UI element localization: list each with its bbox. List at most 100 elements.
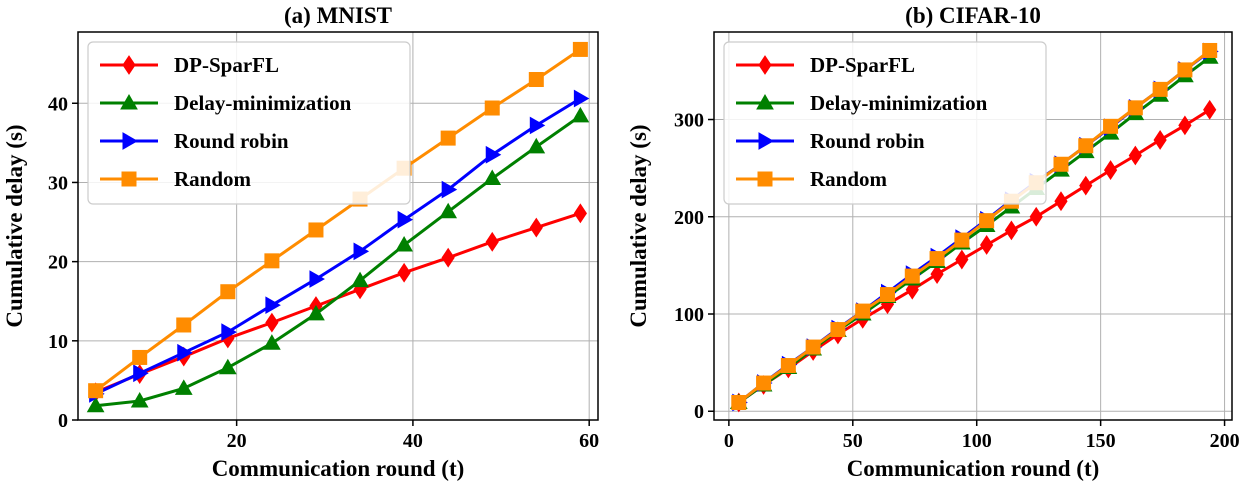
data-point [572, 41, 588, 57]
data-point [1127, 100, 1143, 116]
data-point [1103, 160, 1118, 180]
plot-frame [713, 31, 1233, 421]
data-point [930, 264, 944, 285]
data-point [805, 339, 821, 355]
data-point [527, 137, 546, 154]
data-point [309, 270, 325, 288]
data-point [485, 231, 499, 252]
data-point [1128, 145, 1142, 166]
legend-item-random: Random [736, 167, 888, 191]
data-point [221, 323, 237, 341]
y-tick-label: 0 [694, 401, 704, 423]
data-point [955, 249, 969, 270]
data-point [88, 383, 104, 399]
data-point [1054, 191, 1068, 212]
chart-title: (a) MNIST [284, 3, 392, 28]
y-tick-label: 10 [48, 331, 68, 353]
data-point [529, 116, 546, 135]
legend-label: Round robin [174, 129, 289, 153]
data-point [220, 284, 236, 300]
data-point [264, 253, 280, 269]
legend-label: DP-SparFL [810, 53, 915, 77]
data-point [441, 180, 458, 199]
x-tick-label: 200 [1210, 430, 1240, 452]
legend-marker [122, 132, 139, 150]
data-point [132, 349, 148, 365]
y-tick-label: 40 [48, 93, 68, 115]
y-axis-label: Cumulative delay (s) [2, 124, 27, 327]
legend-item-dp-sparfl: DP-SparFL [100, 53, 279, 77]
legend-item-dp-sparfl: DP-SparFL [736, 53, 915, 77]
legend-item-round-robin: Round robin [100, 129, 289, 153]
data-point [780, 358, 796, 374]
legend-box [87, 41, 411, 205]
x-tick-label: 50 [843, 430, 863, 452]
data-point [1053, 156, 1069, 172]
legend: DP-SparFL Delay-minimization Round robin Ra… [87, 41, 411, 205]
series-line-dp-sparfl [95, 211, 581, 394]
y-tick-label: 20 [48, 252, 68, 274]
legend-box [723, 41, 1047, 205]
data-point [351, 271, 369, 288]
data-point [571, 106, 590, 123]
series-line-round-robin [94, 97, 582, 396]
legend-label: Random [810, 167, 888, 191]
data-point [529, 217, 543, 238]
data-point [1103, 118, 1119, 134]
data-point [879, 287, 895, 303]
data-point [133, 364, 149, 383]
data-point [573, 203, 587, 224]
data-point [1029, 206, 1043, 227]
chart-cifar10: 0 50 100 150 200 0 100 200 300 (b) CIFAR-10 Commun… [626, 3, 1240, 481]
data-point [308, 222, 324, 238]
data-point [397, 262, 411, 283]
legend-marker [756, 93, 774, 110]
x-axis-label: Communication round (t) [847, 456, 1100, 481]
data-point [177, 343, 193, 362]
legend-marker [758, 55, 772, 75]
data-point [1202, 42, 1218, 58]
x-tick-label: 100 [962, 430, 992, 452]
x-tick-label: 150 [1086, 430, 1116, 452]
x-tick-label: 20 [227, 430, 247, 452]
plot-frame [77, 31, 599, 421]
series-random [731, 42, 1218, 410]
data-point [441, 247, 455, 268]
y-axis-label: Cumulative delay (s) [626, 124, 651, 327]
legend-marker [758, 132, 775, 150]
data-point [439, 202, 458, 219]
legend-item-delay-minimization: Delay-minimization [100, 91, 352, 115]
data-point [954, 232, 970, 248]
data-point [263, 334, 281, 350]
data-point [1203, 99, 1217, 120]
y-tick-label: 300 [674, 110, 704, 132]
data-point [265, 296, 281, 315]
data-point [174, 379, 193, 395]
data-point [1004, 220, 1019, 241]
legend-label: Delay-minimization [810, 91, 988, 115]
data-point [756, 375, 772, 391]
legend-marker [757, 171, 773, 187]
x-tick-label: 0 [724, 430, 734, 452]
x-tick-label: 40 [403, 430, 423, 452]
data-point [353, 242, 370, 261]
data-point [573, 89, 590, 108]
chart-title: (b) CIFAR-10 [905, 3, 1041, 28]
y-tick-label: 0 [58, 410, 68, 432]
y-tick-label: 30 [48, 172, 68, 194]
data-point [980, 235, 994, 255]
data-point [1153, 130, 1167, 150]
data-point [855, 303, 871, 319]
legend-item-delay-minimization: Delay-minimization [736, 91, 988, 115]
data-point [528, 72, 544, 88]
chart-mnist: 20 40 60 0 10 20 30 40 (a) MNIST Communication ro… [2, 3, 599, 481]
legend-marker [122, 55, 136, 75]
data-point [1177, 62, 1193, 78]
legend-label: DP-SparFL [174, 53, 279, 77]
data-point [483, 169, 502, 185]
legend-item-round-robin: Round robin [736, 129, 925, 153]
y-tick-label: 200 [674, 207, 704, 229]
data-point [1152, 81, 1168, 97]
data-point [1178, 115, 1192, 136]
